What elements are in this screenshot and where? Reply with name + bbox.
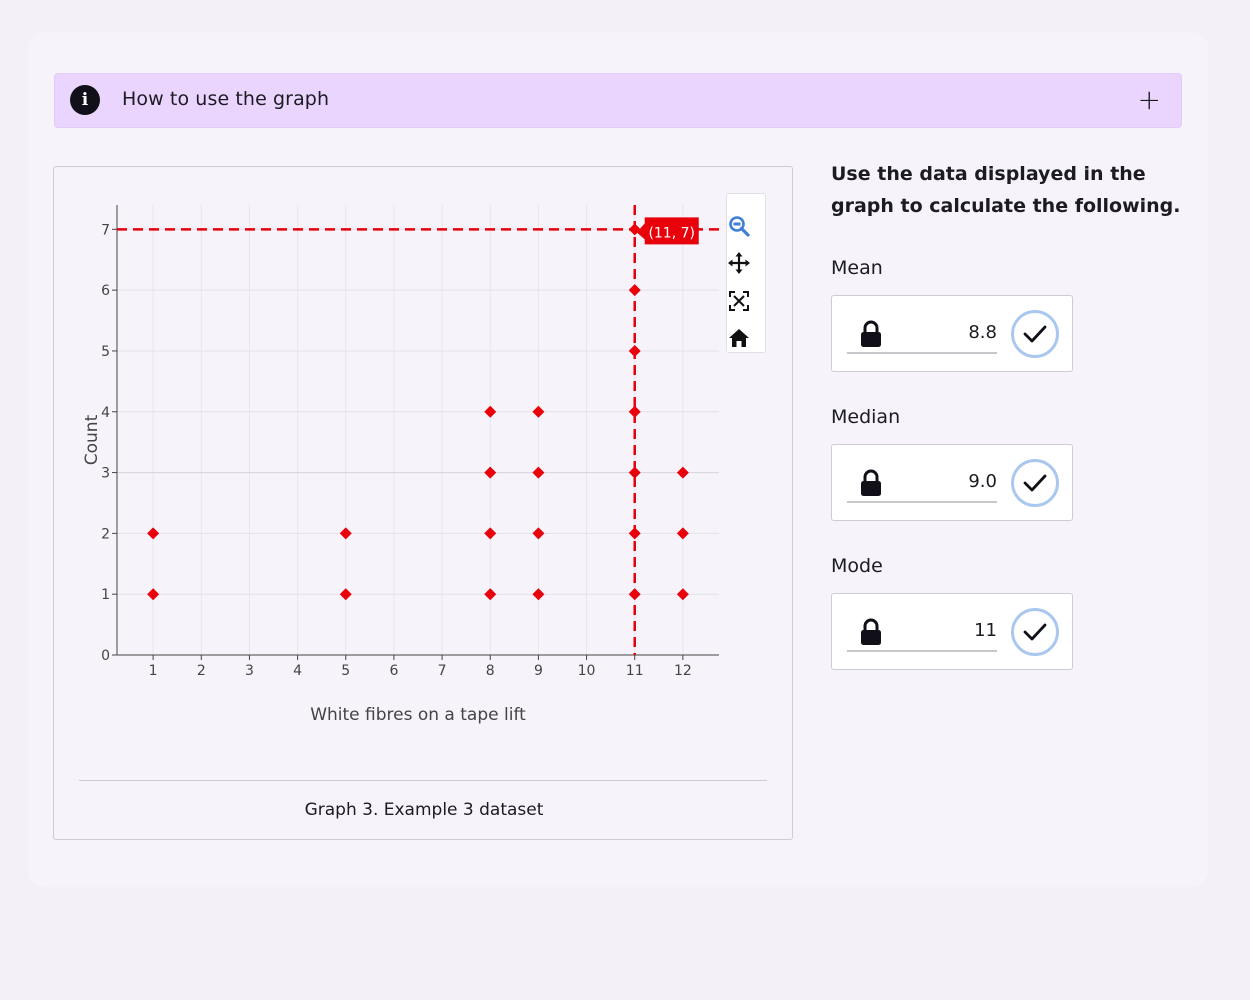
hover-label-box: [636, 217, 699, 245]
data-point[interactable]: [628, 466, 641, 479]
median-value[interactable]: 9.0: [968, 471, 997, 492]
x-tick-label: 2: [197, 663, 206, 679]
data-point[interactable]: [532, 588, 545, 601]
caption-divider: [79, 780, 767, 781]
y-tick-label: 5: [101, 344, 110, 360]
x-tick-label: 4: [293, 663, 302, 679]
data-point[interactable]: [484, 588, 497, 601]
field-label-median: Median: [831, 406, 901, 428]
y-tick-label: 3: [101, 466, 110, 482]
check-icon: [1011, 459, 1059, 507]
y-tick-label: 1: [101, 587, 110, 603]
y-axis-title: Count: [82, 414, 102, 465]
zoom-icon[interactable]: [727, 214, 751, 238]
mode-value[interactable]: 11: [974, 620, 997, 641]
x-tick-label: 9: [534, 663, 543, 679]
y-tick-label: 2: [101, 526, 110, 542]
autoscale-icon[interactable]: [727, 289, 751, 313]
info-circle-icon: i: [70, 85, 100, 115]
reset-home-icon[interactable]: [727, 326, 751, 350]
input-underline: [847, 501, 997, 503]
y-tick-label: 7: [101, 222, 110, 238]
x-tick-label: 5: [341, 663, 350, 679]
graph-caption: Graph 3. Example 3 dataset: [304, 800, 544, 820]
data-point[interactable]: [532, 527, 545, 540]
data-point[interactable]: [676, 466, 689, 479]
data-point[interactable]: [628, 405, 641, 418]
check-icon: [1011, 310, 1059, 358]
y-tick-label: 0: [101, 648, 110, 664]
x-axis-title: White fibres on a tape lift: [310, 705, 526, 725]
x-tick-label: 8: [486, 663, 495, 679]
x-tick-label: 11: [626, 663, 644, 679]
how-to-use-graph-accordion[interactable]: i How to use the graph +: [54, 73, 1182, 128]
field-label-mean: Mean: [831, 257, 883, 279]
hover-label-text: (11, 7): [648, 225, 695, 241]
input-underline: [847, 352, 997, 354]
data-point[interactable]: [147, 588, 160, 601]
check-icon: [1011, 608, 1059, 656]
field-label-mode: Mode: [831, 555, 883, 577]
input-underline: [847, 650, 997, 652]
y-tick-label: 6: [101, 283, 110, 299]
lock-icon: [861, 469, 881, 496]
data-point[interactable]: [339, 527, 352, 540]
data-point[interactable]: [339, 588, 352, 601]
median-input-box: 9.0: [831, 444, 1073, 521]
x-tick-label: 3: [245, 663, 254, 679]
data-point[interactable]: [484, 527, 497, 540]
mean-value[interactable]: 8.8: [968, 322, 997, 343]
lock-icon: [861, 320, 881, 347]
x-tick-label: 1: [149, 663, 158, 679]
mean-input-box: 8.8: [831, 295, 1073, 372]
graph-modebar: [726, 193, 766, 353]
data-point[interactable]: [676, 588, 689, 601]
x-tick-label: 7: [438, 663, 447, 679]
data-point[interactable]: [147, 527, 160, 540]
x-tick-label: 10: [578, 663, 596, 679]
plus-icon[interactable]: +: [1137, 83, 1161, 116]
y-tick-label: 4: [101, 405, 110, 421]
instructions-text: Use the data displayed in the graph to c…: [831, 163, 1181, 217]
data-point[interactable]: [532, 405, 545, 418]
data-point[interactable]: [484, 405, 497, 418]
graph-panel: 1 2 3 4 5 6 7 8 9 10 11 12 0 1 2 3 4 5 6 7 White fibres on a…: [53, 166, 793, 840]
x-tick-label: 6: [389, 663, 398, 679]
data-point[interactable]: [676, 527, 689, 540]
lock-icon: [861, 618, 881, 645]
mode-input-box: 11: [831, 593, 1073, 670]
x-tick-label: 12: [674, 663, 692, 679]
pan-icon[interactable]: [727, 251, 751, 275]
data-point[interactable]: [532, 466, 545, 479]
data-point[interactable]: [484, 466, 497, 479]
accordion-title: How to use the graph: [122, 88, 330, 110]
